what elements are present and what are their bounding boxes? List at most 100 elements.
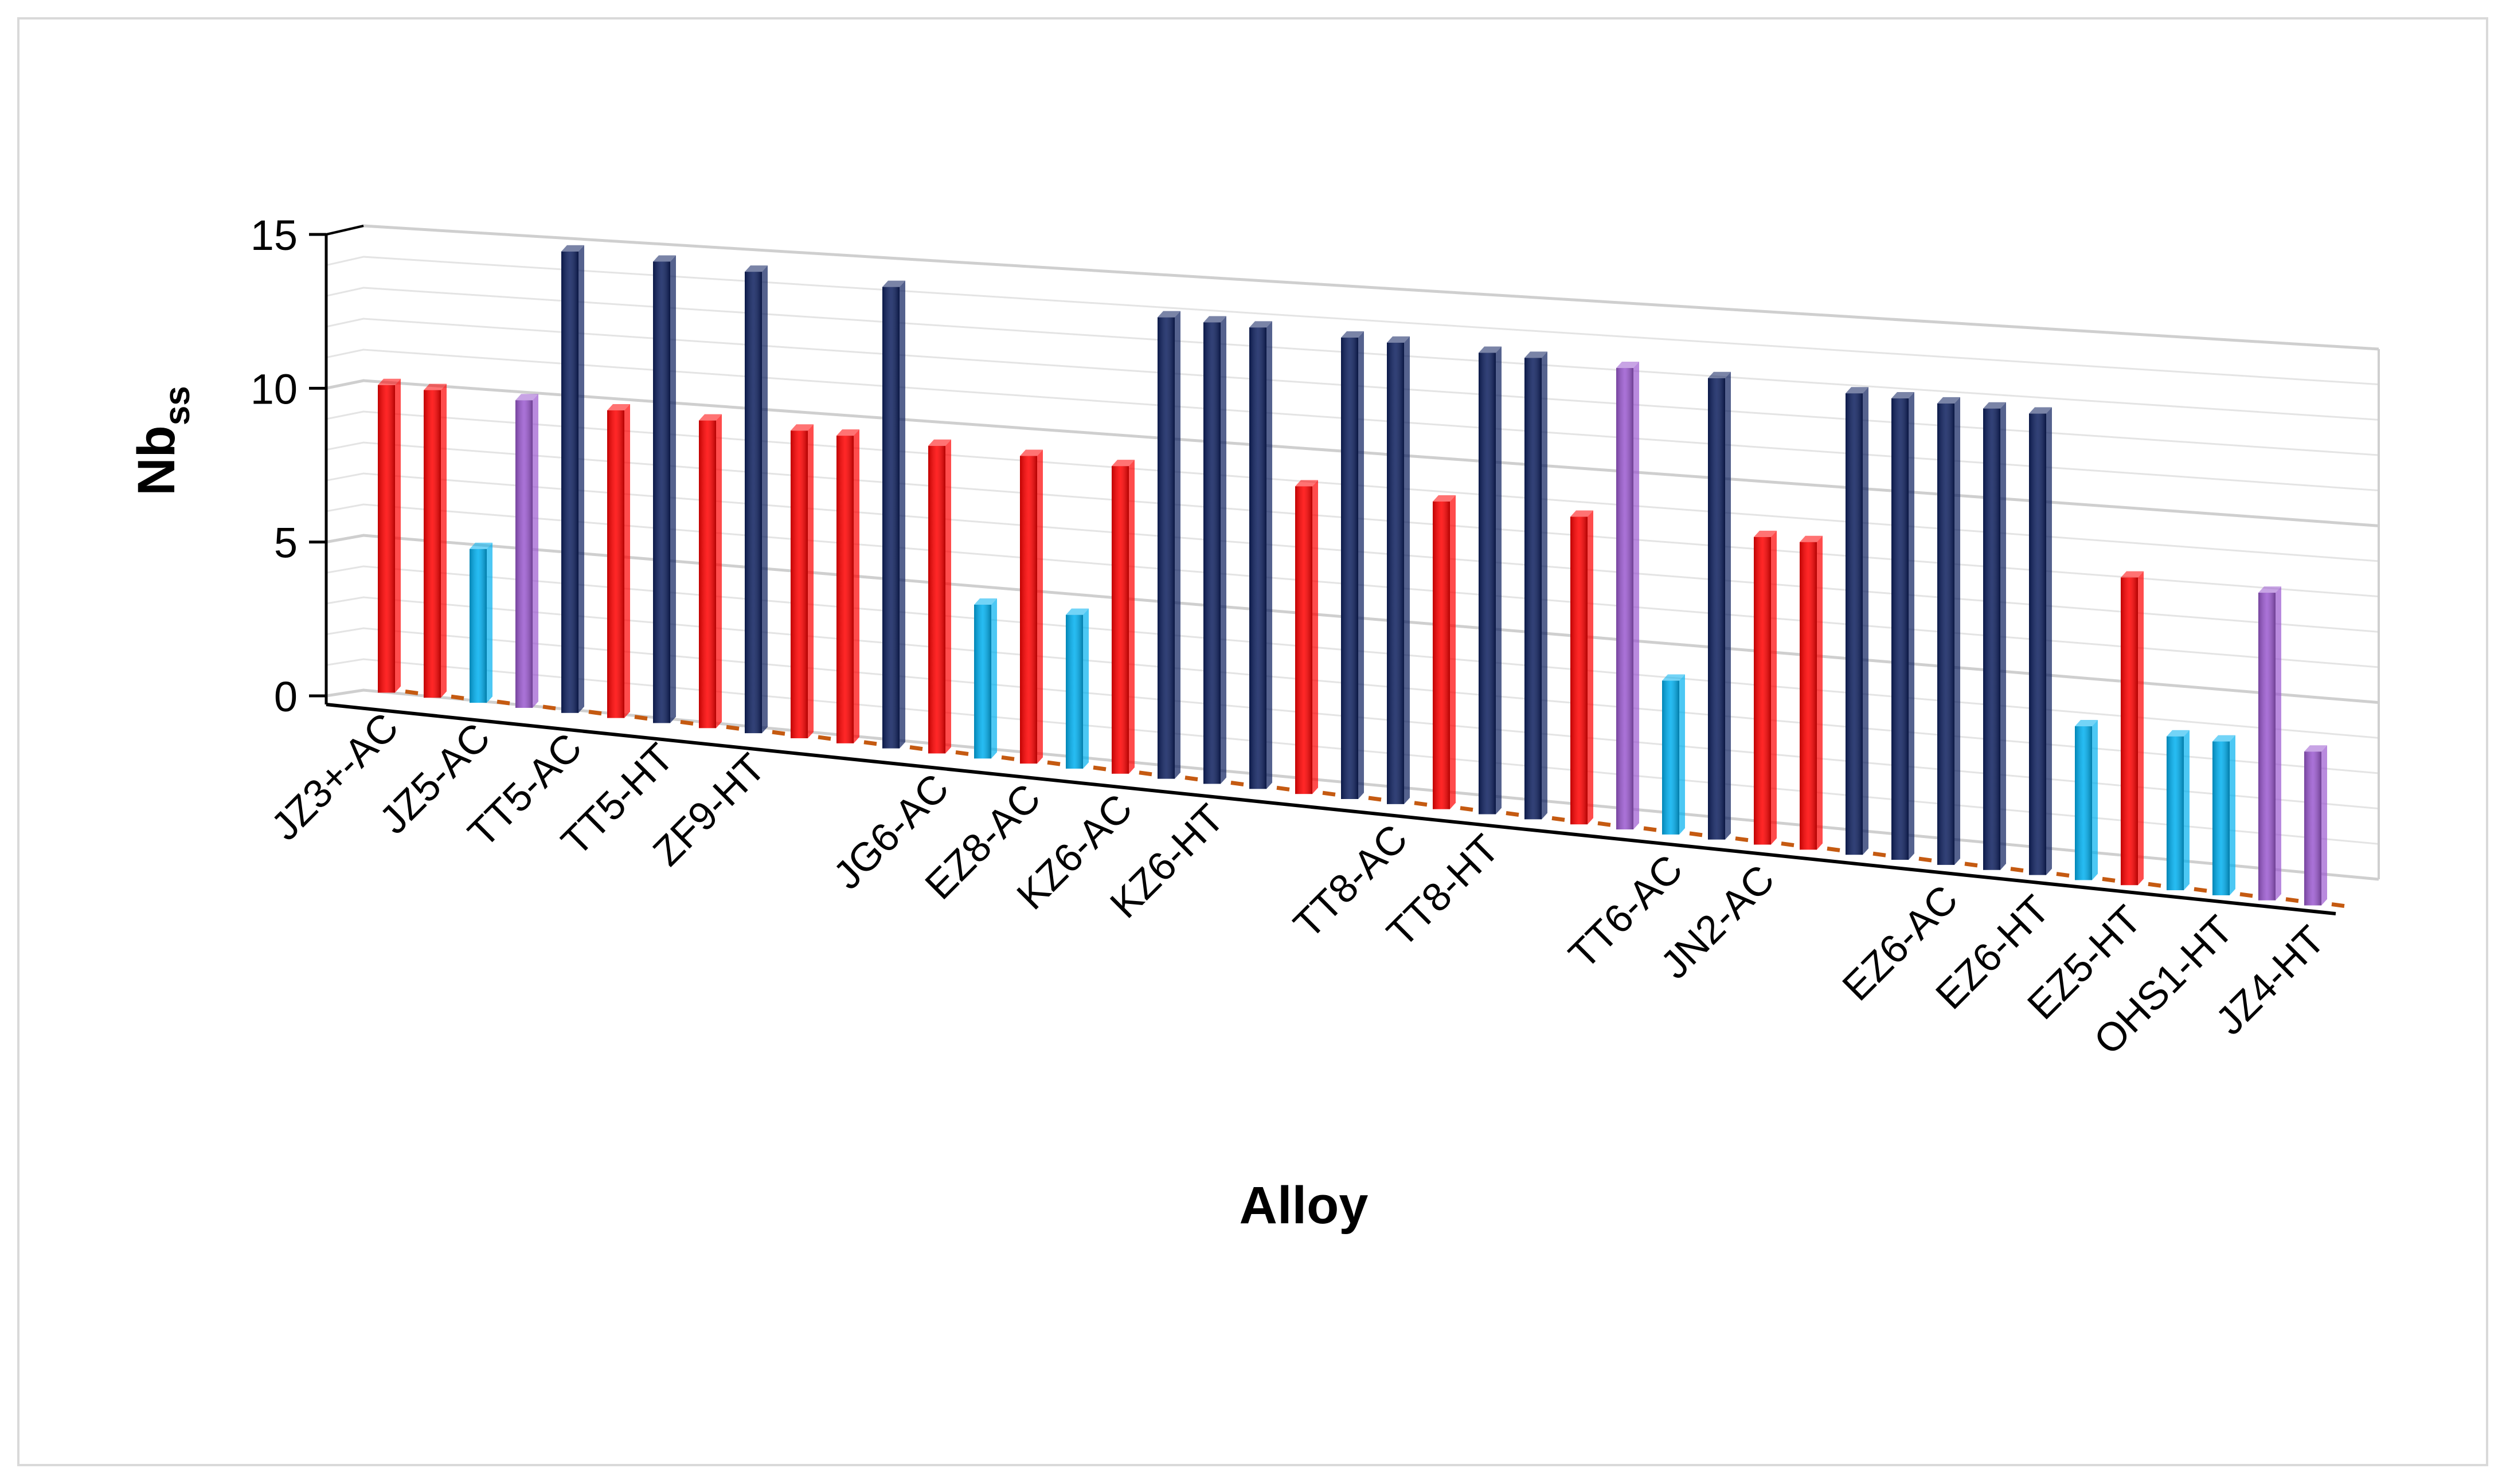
gridline (326, 379, 2379, 527)
bar-top (2167, 730, 2190, 737)
bar-top (653, 255, 676, 262)
bar-shading (974, 604, 991, 759)
gridline (326, 349, 2379, 492)
bar-top (1249, 321, 1272, 328)
floor-marker (1872, 851, 1886, 857)
x-axis-line (326, 703, 2336, 915)
bar-top (2258, 586, 2281, 593)
bar-shading (1203, 322, 1221, 784)
bar-shading (1570, 516, 1588, 825)
bar (1708, 371, 1731, 840)
floor-marker (588, 710, 602, 716)
bar-side (1725, 371, 1731, 840)
bar-side (854, 429, 859, 743)
bar-side (670, 255, 676, 723)
bar (928, 439, 951, 754)
bar-top (2212, 735, 2235, 742)
bar-top (928, 439, 951, 446)
bar (1754, 530, 1777, 845)
floor-marker (1047, 760, 1061, 766)
bar (470, 542, 492, 703)
bar-side (1221, 316, 1226, 784)
floor-marker (2010, 867, 2024, 873)
gridline (326, 256, 2379, 386)
bar-top (607, 404, 630, 410)
bar-top (699, 414, 722, 421)
bar (1937, 397, 1960, 865)
bar-top (1433, 495, 1456, 502)
bar (1983, 402, 2006, 870)
bar-side (2321, 745, 2327, 906)
bar-side (1358, 331, 1364, 799)
y-tick-label: 10 (251, 365, 298, 413)
floor-marker (2285, 897, 2299, 903)
y-axis-title-subscript: ss (158, 386, 197, 425)
floor-marker (2056, 872, 2070, 878)
bar-side (533, 394, 538, 708)
bar-top (1570, 510, 1593, 517)
bar-top (2029, 407, 2052, 414)
bar-top (791, 424, 814, 431)
bar (1662, 674, 1685, 835)
bar-shading (1983, 408, 2000, 870)
bar-shading (1066, 614, 1083, 769)
bar (791, 424, 814, 738)
bar (1249, 321, 1272, 789)
bar-side (2276, 586, 2281, 900)
bar-top (1479, 346, 1502, 353)
bar (1112, 460, 1135, 774)
gridline (326, 503, 2379, 668)
gridlines (326, 224, 2380, 881)
floor-marker (2239, 892, 2253, 898)
gridline (326, 472, 2379, 633)
y-tick-label: 0 (274, 673, 298, 721)
gridline (326, 224, 2379, 351)
bar-top (1937, 397, 1960, 404)
bar (378, 378, 401, 693)
bar (882, 280, 905, 749)
bar-shading (836, 436, 854, 743)
floor-marker (1368, 796, 1382, 802)
bar-top (1662, 674, 1685, 681)
floor-marker (2148, 882, 2161, 888)
gridline (326, 627, 2379, 810)
bar (1570, 510, 1593, 825)
gridline (326, 318, 2379, 456)
bar-side (1266, 321, 1272, 789)
bar-top (2075, 720, 2098, 727)
bar-side (487, 542, 492, 703)
chart-frame: 0 5 10 15 JZ3+-AC JZ5-AC TT5-AC TT5-HT ZF9-HT JG… (17, 17, 2488, 1466)
floor-marker (726, 725, 740, 731)
floor-marker (451, 694, 464, 700)
bar (653, 255, 676, 723)
bar (1891, 392, 1914, 860)
bar (1158, 311, 1180, 779)
gridline (326, 658, 2379, 845)
bar-shading (1341, 338, 1358, 799)
bar-shading (1249, 327, 1266, 789)
bar (515, 394, 538, 708)
bar (1616, 362, 1639, 830)
floor-marker (1506, 811, 1519, 817)
bar-shading (1433, 502, 1450, 809)
gridline (326, 596, 2379, 774)
bar-shading (424, 390, 441, 698)
bar-side (1633, 362, 1639, 830)
floor-marker (542, 704, 556, 711)
bar-side (716, 414, 722, 729)
floor-marker (1414, 801, 1428, 807)
bar-top (882, 280, 905, 287)
bar (699, 414, 722, 729)
bar-side (1312, 480, 1318, 794)
bar-top (1341, 331, 1364, 338)
floor-marker (1918, 856, 1932, 863)
bar (1295, 480, 1318, 794)
bar-shading (1020, 456, 1037, 764)
bar-side (1588, 510, 1593, 825)
bar-top (1066, 608, 1089, 615)
bar-shading (1524, 358, 1542, 820)
bar-side (1909, 392, 1914, 860)
floor-marker (1781, 841, 1795, 848)
bar-top (2304, 745, 2327, 752)
bar-top (1846, 387, 1868, 394)
